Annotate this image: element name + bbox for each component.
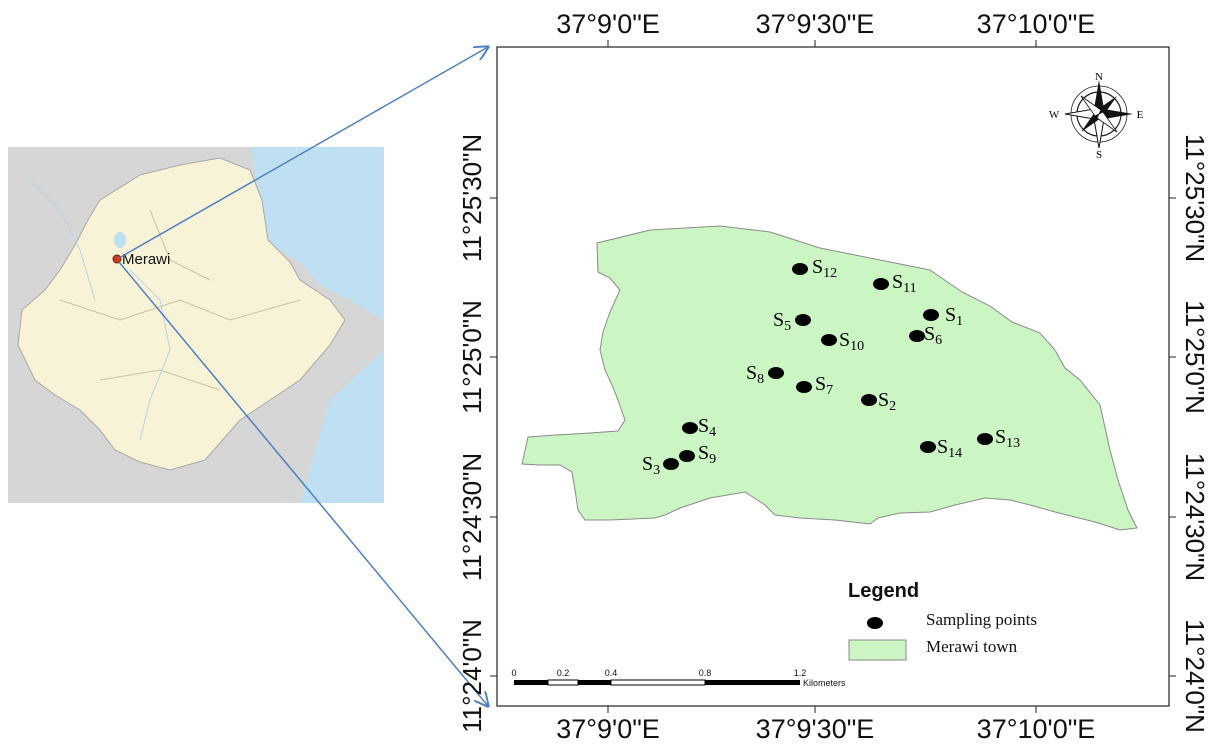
compass-diagonal — [1096, 111, 1118, 133]
scale-tick-label: 0.8 — [699, 668, 712, 678]
lat-label-left: 11°25'0"N — [457, 300, 487, 414]
legend-town-symbol — [848, 639, 907, 661]
compass-diagonal — [1097, 96, 1117, 116]
inset-river — [129, 269, 171, 441]
east-arrow-needle — [1099, 109, 1133, 119]
compass-s: S — [1096, 149, 1102, 161]
sampling-point-label: S12 — [812, 256, 837, 281]
inset-map: Merawi — [8, 147, 384, 503]
sampling-point-label: S1 — [945, 304, 963, 329]
sampling-point — [909, 330, 925, 342]
lon-label-bottom: 37°10'0"E — [977, 714, 1096, 744]
scale-tick-label: 0.2 — [557, 668, 570, 678]
legend-item-label: Merawi town — [926, 637, 1018, 656]
lat-label-left: 11°24'30"N — [457, 453, 487, 581]
sampling-point — [923, 309, 939, 321]
compass-e: E — [1137, 109, 1144, 121]
sampling-point — [920, 441, 936, 453]
sampling-point — [663, 458, 679, 470]
lon-label-bottom: 37°9'30"E — [756, 714, 875, 744]
town-label: Merawi — [122, 251, 170, 268]
sampling-point-label: S7 — [815, 373, 833, 398]
scale-tick-label: 1.2 — [794, 668, 807, 678]
sampling-point-label: S8 — [746, 362, 764, 387]
town-marker — [112, 254, 122, 264]
sampling-point-label: S11 — [892, 271, 917, 296]
lat-label-right: 11°25'0"N — [1180, 300, 1210, 414]
legend-point-symbol — [867, 617, 883, 629]
sampling-point — [795, 314, 811, 326]
sampling-point — [792, 263, 808, 275]
lon-label-top: 37°9'30"E — [756, 9, 875, 39]
lat-label-left: 11°24'0"N — [457, 619, 487, 733]
scale-tick-label: 0 — [511, 668, 516, 678]
graticule-top: 37°9'0"E 37°9'30"E 37°10'0"E — [556, 9, 1095, 39]
graticule-right: 11°25'30"N 11°25'0"N 11°24'30"N 11°24'0"… — [1180, 134, 1210, 733]
inset-sea-south — [300, 350, 384, 503]
inset-border — [99, 369, 221, 391]
inset-country — [17, 157, 346, 471]
lat-label-left: 11°25'30"N — [457, 134, 487, 262]
inset-river — [29, 179, 96, 301]
inset-border — [59, 299, 301, 321]
connector-arrow-bottom — [118, 261, 488, 706]
sampling-point — [679, 450, 695, 462]
north-arrow-needle — [1094, 80, 1104, 114]
lat-label-right: 11°25'30"N — [1180, 134, 1210, 262]
sampling-point — [821, 334, 837, 346]
legend: Legend Sampling points Merawi town — [848, 580, 1037, 661]
lat-label-right: 11°24'0"N — [1180, 619, 1210, 733]
sampling-point-label: S6 — [924, 323, 942, 348]
sampling-point — [861, 394, 877, 406]
connector-arrow-top — [118, 47, 488, 259]
lat-label-right: 11°24'30"N — [1180, 453, 1210, 581]
sampling-point — [796, 381, 812, 393]
graticule-bottom: 37°9'0"E 37°9'30"E 37°10'0"E — [556, 714, 1095, 744]
sampling-point — [977, 433, 993, 445]
sampling-point-label: S9 — [698, 442, 716, 467]
graticule-left: 11°25'30"N 11°25'0"N 11°24'30"N 11°24'0"… — [457, 134, 487, 733]
sampling-point-label: S5 — [773, 309, 791, 334]
scale-bar: 0 0.2 0.4 0.8 1.2 Kilometers — [511, 668, 846, 688]
inset-sea — [250, 147, 384, 320]
sampling-point-label: S2 — [878, 389, 896, 414]
scale-unit-label: Kilometers — [803, 678, 846, 688]
sampling-point-label: S10 — [839, 329, 864, 354]
inset-lake — [114, 232, 126, 248]
sampling-point — [682, 422, 698, 434]
merawi-town-boundary — [521, 225, 1138, 531]
legend-item-label: Sampling points — [926, 610, 1037, 629]
compass-diagonal — [1081, 112, 1101, 132]
lon-label-top: 37°10'0"E — [977, 9, 1096, 39]
scale-tick-label: 0.4 — [605, 668, 618, 678]
lon-label-bottom: 37°9'0"E — [556, 714, 660, 744]
graticule-ticks — [490, 40, 1176, 713]
sampling-point-label: S14 — [937, 436, 962, 461]
compass-n: N — [1095, 71, 1103, 83]
inset-border — [149, 209, 211, 281]
sampling-points: S1 S2 S3 S4 S5 S6 S7 S8 S9 S10 S11 S12 — [642, 256, 1020, 478]
north-arrow: N S E W — [1049, 71, 1144, 161]
sampling-point-label: S4 — [698, 415, 716, 440]
lon-label-top: 37°9'0"E — [556, 9, 660, 39]
compass-w: W — [1049, 109, 1060, 121]
sampling-point-label: S3 — [642, 453, 660, 478]
sampling-point — [768, 367, 784, 379]
legend-title: Legend — [848, 580, 919, 602]
sampling-point-label: S13 — [995, 426, 1020, 451]
sampling-point — [873, 278, 889, 290]
